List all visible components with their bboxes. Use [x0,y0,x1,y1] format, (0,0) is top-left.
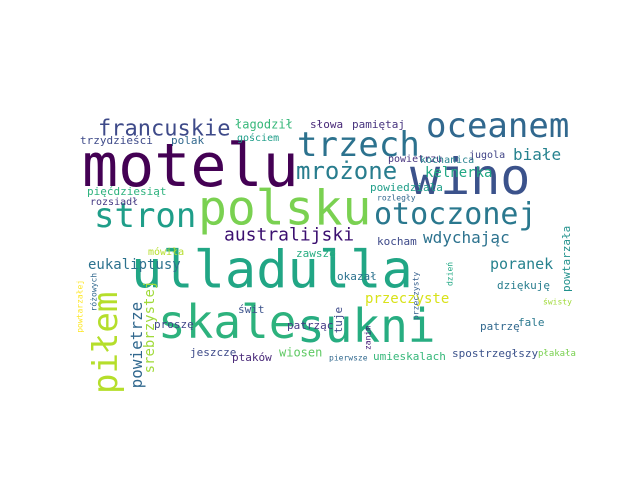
word-20: kelnerka [425,165,492,181]
word-49: patrzę [480,320,520,333]
word-5: polsku [198,180,371,236]
word-45: tuje [332,307,345,334]
word-34: rozsiadł [90,197,138,208]
word-40: przeczysty [411,272,420,320]
word-13: australijski [224,224,354,245]
word-47: proszę [154,318,194,331]
word-55: wiosen [279,346,322,360]
word-57: umieskalach [373,350,446,363]
word-44: okazał [337,270,377,283]
word-10: piłem [86,292,126,394]
word-1: skale [158,295,296,349]
word-11: mrożone [296,157,397,185]
word-32: powiedziała [370,181,443,194]
word-46: świt [238,303,265,316]
word-59: płakała [538,349,576,359]
word-48: patrząc [287,319,333,332]
word-25: trzydzieści [80,134,153,147]
word-29: kochanica [420,155,474,166]
word-3: motelu [82,131,299,201]
word-22: łagodził [235,118,293,132]
word-30: jugola [469,150,505,161]
word-38: kocham [377,235,417,248]
word-12: francuskie [98,117,230,142]
word-18: przeczyste [365,291,449,307]
word-2: sukni [297,299,435,353]
word-28: powietrzu [388,154,442,165]
word-26: polak [171,134,204,147]
word-8: stron [94,196,196,236]
word-33: rozległy [377,193,416,202]
word-0: ulladulla [131,241,413,301]
word-9: otoczonej [374,197,537,232]
word-50: świsty [543,296,572,306]
word-42: mówiła [148,246,184,258]
word-54: ptaków [232,351,272,364]
word-14: wdychając [423,228,510,247]
word-15: eukaliptusy [88,257,181,273]
word-52: fale [518,316,545,329]
word-6: oceanem [426,106,569,146]
word-51: zanim [363,326,372,350]
word-35: powtarzała [560,226,573,292]
word-41: dzień [445,262,454,286]
word-39: dziękuję [497,279,550,292]
word-24: pamiętaj [352,118,405,131]
word-19: białe [513,145,561,164]
word-36: powtarzałej [75,280,84,333]
word-56: pierwsze [329,353,368,362]
word-31: pięćdziesiąt [87,185,166,198]
word-58: spostrzegłszy [452,347,538,360]
word-43: zawsze [296,247,336,260]
word-21: srebrzystej [142,281,158,374]
word-23: słowa [310,118,343,131]
word-53: jeszcze [190,346,236,359]
word-17: powietrze [127,302,146,389]
word-4: wino [410,148,530,206]
word-27: gościem [237,132,279,144]
word-37: różowych [88,273,98,312]
word-7: trzech [297,125,420,165]
word-16: poranek [490,255,553,273]
